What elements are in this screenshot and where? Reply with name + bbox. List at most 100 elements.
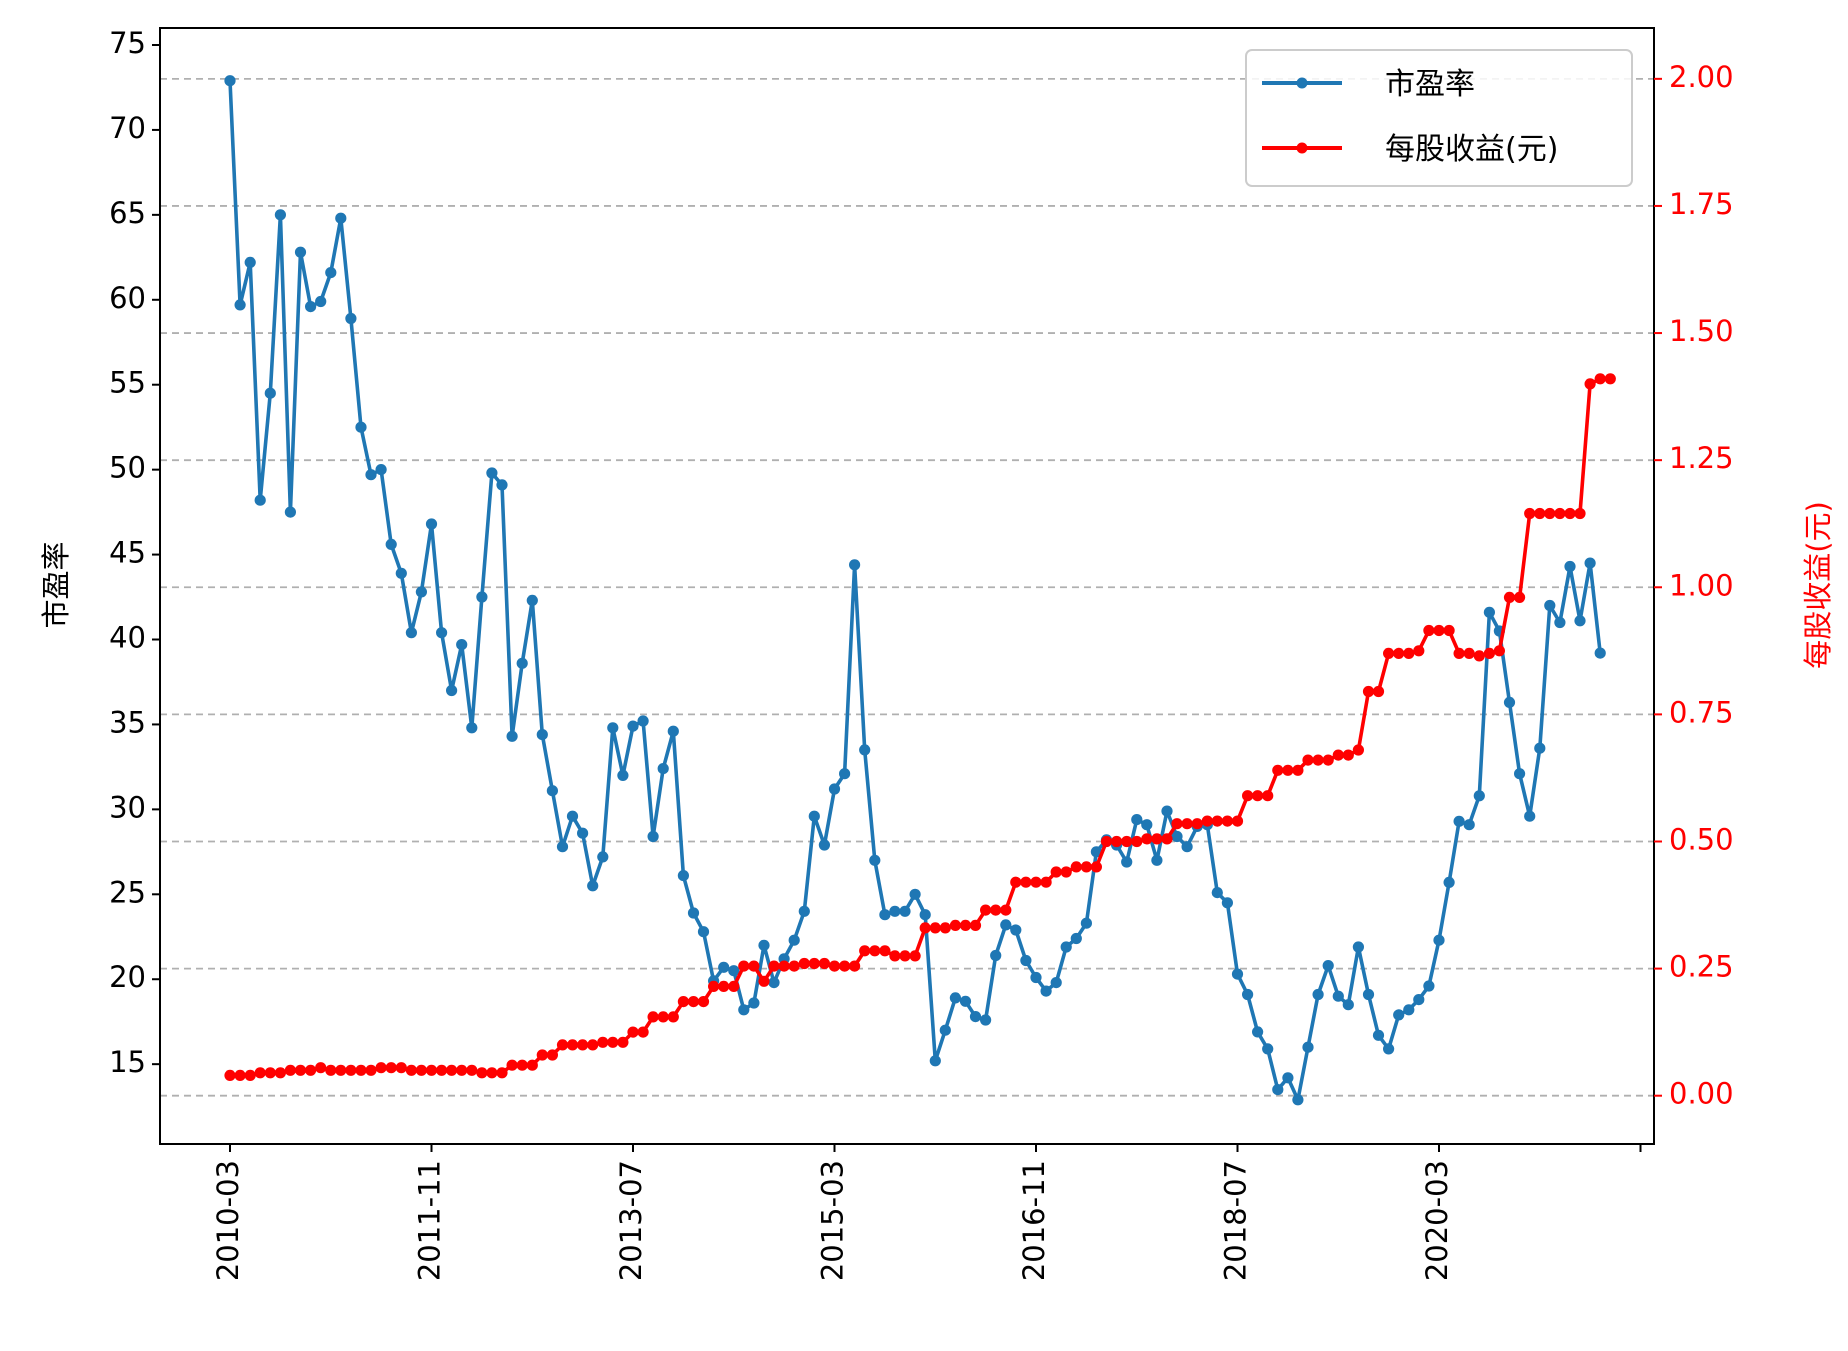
series-1-point-2 bbox=[244, 1069, 256, 1081]
series-1-point-22 bbox=[446, 1064, 458, 1076]
left-tick-label-5: 40 bbox=[109, 621, 146, 655]
series-0-point-129 bbox=[1524, 810, 1536, 822]
series-1-point-56 bbox=[788, 960, 800, 972]
series-0-point-81 bbox=[1040, 985, 1052, 997]
series-0-point-108 bbox=[1312, 988, 1324, 1001]
left-tick-label-7: 50 bbox=[109, 451, 146, 485]
series-1-point-75 bbox=[980, 904, 992, 916]
series-1-point-108 bbox=[1312, 754, 1324, 766]
series-0-point-70 bbox=[929, 1055, 941, 1067]
series-0-point-66 bbox=[889, 905, 901, 917]
series-1-point-44 bbox=[667, 1011, 679, 1023]
series-0-point-50 bbox=[728, 965, 740, 977]
series-0-point-22 bbox=[446, 684, 458, 697]
right-tick-label-4: 1.00 bbox=[1669, 568, 1734, 602]
series-0-point-117 bbox=[1403, 1004, 1415, 1016]
series-0-point-12 bbox=[345, 312, 357, 325]
series-0-point-85 bbox=[1080, 917, 1092, 929]
series-0-point-80 bbox=[1030, 971, 1042, 984]
series-0-point-31 bbox=[536, 729, 548, 741]
right-tick-label-6: 1.50 bbox=[1669, 314, 1734, 348]
right-axis-ticks: 0.00 0.25 0.50 0.75 1.00 1.25 1.50 1.75 2.00 bbox=[1654, 60, 1734, 1111]
series-0-point-5 bbox=[274, 209, 286, 221]
series-1-point-13 bbox=[355, 1064, 367, 1076]
series-1-point-58 bbox=[808, 957, 820, 970]
series-0-point-111 bbox=[1342, 999, 1354, 1011]
series-0-point-92 bbox=[1151, 854, 1163, 866]
series-1-point-21 bbox=[436, 1064, 448, 1076]
legend-box bbox=[1245, 49, 1633, 187]
series-0-point-106 bbox=[1292, 1094, 1304, 1106]
series-0-point-26 bbox=[486, 467, 498, 479]
series-1-point-23 bbox=[456, 1064, 468, 1076]
series-1-point-102 bbox=[1252, 790, 1264, 802]
series-1-point-114 bbox=[1372, 685, 1385, 698]
x-tick-label-4: 2016-11 bbox=[1017, 1160, 1051, 1281]
series-0 bbox=[224, 75, 1606, 1106]
series-1-point-68 bbox=[909, 950, 921, 962]
series-1-point-78 bbox=[1010, 876, 1022, 888]
series-0-point-123 bbox=[1463, 819, 1475, 831]
series-0-point-115 bbox=[1383, 1043, 1395, 1055]
series-1-point-112 bbox=[1352, 744, 1364, 756]
series-0-point-125 bbox=[1483, 606, 1495, 618]
right-tick-label-2: 0.50 bbox=[1669, 822, 1734, 856]
series-0-point-28 bbox=[506, 730, 518, 742]
series-1-point-67 bbox=[899, 950, 911, 962]
series-0-point-133 bbox=[1564, 560, 1576, 573]
series-1-point-59 bbox=[818, 957, 831, 970]
series-1-point-86 bbox=[1090, 861, 1102, 873]
series-0-point-60 bbox=[828, 783, 841, 795]
series-1-point-45 bbox=[677, 996, 690, 1008]
series-1-point-128 bbox=[1514, 591, 1526, 604]
series-0-point-53 bbox=[758, 939, 770, 951]
series-1-point-10 bbox=[325, 1064, 337, 1076]
series-1-point-32 bbox=[546, 1049, 559, 1061]
series-1-point-54 bbox=[768, 960, 780, 972]
series-0-point-58 bbox=[808, 810, 820, 822]
series-1-point-8 bbox=[305, 1064, 317, 1076]
series-1-point-29 bbox=[516, 1059, 528, 1071]
series-0-point-78 bbox=[1010, 924, 1022, 936]
legend-marker-pe bbox=[1296, 77, 1308, 89]
series-1-point-50 bbox=[728, 980, 740, 993]
series-layer bbox=[224, 75, 1616, 1106]
series-0-point-57 bbox=[798, 905, 810, 917]
series-0-point-16 bbox=[385, 538, 397, 551]
series-1-point-130 bbox=[1534, 507, 1546, 520]
series-1-point-41 bbox=[637, 1026, 649, 1038]
series-0-point-61 bbox=[839, 768, 851, 780]
series-1-point-43 bbox=[657, 1011, 669, 1023]
series-0-point-32 bbox=[546, 785, 559, 797]
series-0-point-19 bbox=[415, 586, 427, 598]
series-1-point-65 bbox=[879, 945, 891, 957]
series-1-point-74 bbox=[969, 919, 982, 932]
series-1-point-136 bbox=[1594, 373, 1606, 385]
series-1-point-122 bbox=[1453, 647, 1465, 660]
left-axis-ticks: 15 20 25 30 35 40 45 50 55 60 65 70 75 bbox=[109, 26, 160, 1079]
series-1-point-123 bbox=[1463, 647, 1475, 660]
left-axis-label: 市盈率 bbox=[39, 541, 73, 628]
series-0-point-98 bbox=[1211, 887, 1223, 899]
series-0-point-73 bbox=[959, 995, 972, 1007]
left-tick-label-10: 65 bbox=[109, 196, 146, 230]
legend: 市盈率 每股收益(元) bbox=[1245, 49, 1633, 187]
series-1-point-53 bbox=[758, 975, 770, 987]
series-1-point-81 bbox=[1040, 876, 1052, 888]
series-0-point-119 bbox=[1423, 980, 1435, 992]
series-1-point-16 bbox=[385, 1062, 397, 1074]
series-1-point-107 bbox=[1302, 754, 1314, 766]
series-0-point-114 bbox=[1372, 1029, 1385, 1041]
series-0-point-13 bbox=[355, 421, 367, 433]
series-0-point-104 bbox=[1272, 1084, 1284, 1096]
series-0-point-14 bbox=[365, 469, 377, 481]
series-1-point-85 bbox=[1080, 861, 1092, 873]
x-axis-ticks: 2010-03 2011-11 2013-07 2015-03 2016-11 2018-… bbox=[211, 1144, 1642, 1281]
series-0-point-127 bbox=[1503, 696, 1516, 709]
series-1-point-17 bbox=[395, 1062, 407, 1074]
series-0-point-67 bbox=[899, 905, 911, 917]
series-1-point-106 bbox=[1292, 764, 1304, 776]
series-0-point-38 bbox=[607, 722, 619, 734]
series-1-point-83 bbox=[1060, 866, 1072, 878]
